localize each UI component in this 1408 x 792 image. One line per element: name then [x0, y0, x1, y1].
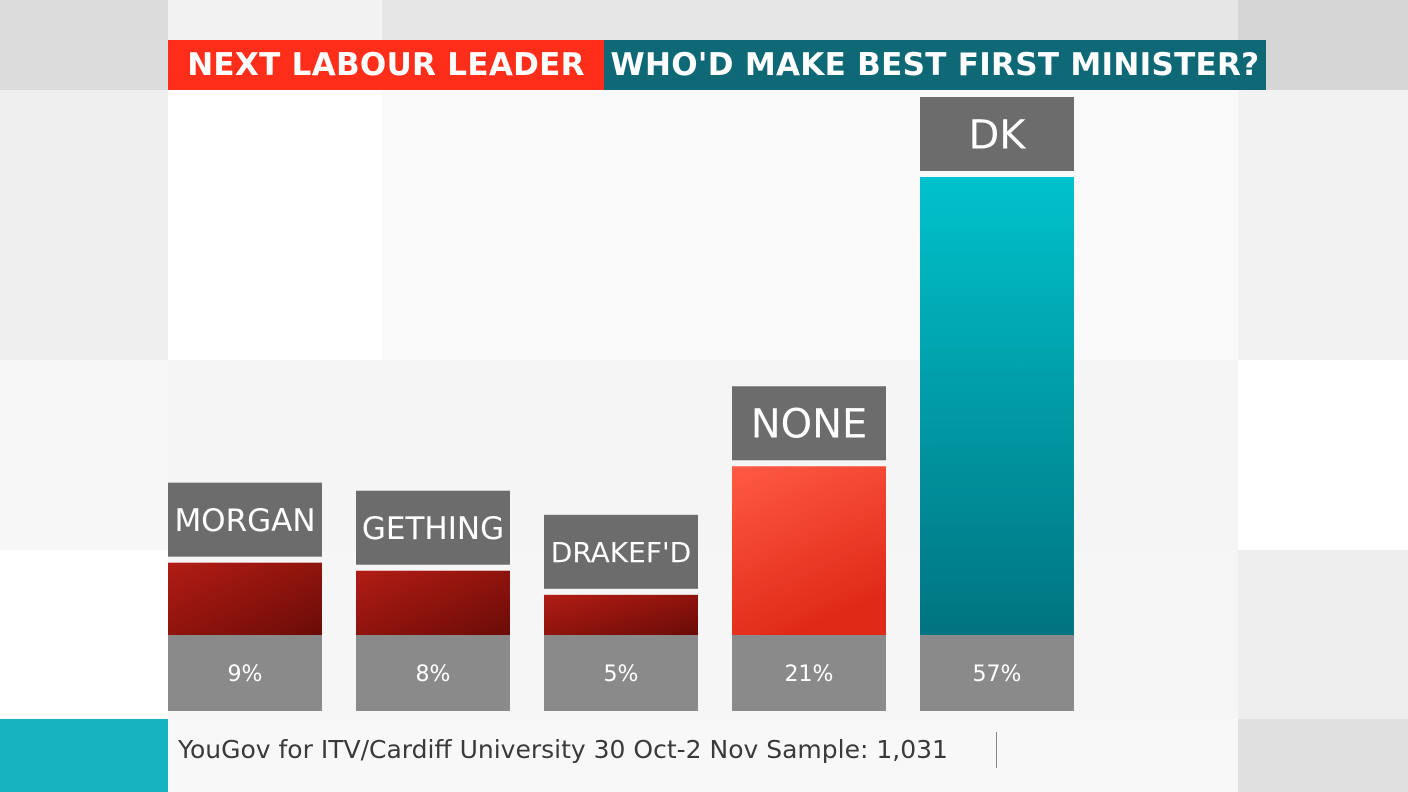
- bar: [356, 570, 510, 635]
- background-tile: [168, 90, 382, 360]
- bar-group: 57% DK: [920, 97, 1074, 711]
- background-tile: [0, 90, 168, 360]
- bar: [732, 466, 886, 635]
- header-left-title: NEXT LABOUR LEADER: [168, 40, 604, 90]
- category-label-box: [920, 97, 1074, 171]
- category-label: GETHING: [362, 511, 504, 547]
- category-label-box: [544, 514, 698, 589]
- background-tile: [168, 0, 382, 40]
- source-note: YouGov for ITV/Cardiff University 30 Oct…: [178, 735, 948, 764]
- background-tile: [1238, 719, 1408, 792]
- background-tile: [382, 90, 1238, 360]
- category-label: MORGAN: [174, 503, 315, 539]
- data-label: 9%: [228, 662, 263, 687]
- value-label-box: [168, 635, 322, 711]
- bar-group: 21% NONE: [732, 386, 886, 711]
- footer-accent: [0, 719, 168, 792]
- data-label: 57%: [973, 662, 1022, 687]
- category-label: DRAKEF'D: [551, 536, 691, 569]
- category-label-box: [732, 386, 886, 461]
- bar-group: 9% MORGAN: [168, 482, 322, 711]
- bar-group: 8% GETHING: [356, 490, 510, 711]
- bar: [920, 177, 1074, 635]
- value-label-box: [920, 635, 1074, 711]
- category-label: NONE: [751, 402, 868, 448]
- background-tile: [1238, 0, 1408, 90]
- value-label-box: [356, 635, 510, 711]
- background-tile: [0, 0, 168, 90]
- category-label-box: [356, 490, 510, 565]
- header-bar: NEXT LABOUR LEADER WHO'D MAKE BEST FIRST…: [168, 40, 1266, 90]
- category-label: DK: [968, 112, 1027, 158]
- value-label-box: [544, 635, 698, 711]
- bar-group: 5% DRAKEF'D: [544, 514, 698, 711]
- background-tile: [0, 360, 168, 550]
- footer-bar: [168, 719, 1238, 792]
- background-tile: [1238, 550, 1408, 719]
- data-label: 5%: [604, 662, 639, 687]
- background-tile: [1238, 90, 1408, 360]
- data-label: 8%: [416, 662, 451, 687]
- category-label-box: [168, 482, 322, 557]
- bar: [168, 562, 322, 635]
- background-tile: [1238, 360, 1408, 550]
- value-label-box: [732, 635, 886, 711]
- footer-divider: [996, 732, 997, 768]
- background-tile: [0, 550, 168, 719]
- background-tile: [382, 0, 1238, 40]
- bar: [544, 594, 698, 635]
- header-right-title: WHO'D MAKE BEST FIRST MINISTER?: [604, 40, 1266, 90]
- data-label: 21%: [785, 662, 834, 687]
